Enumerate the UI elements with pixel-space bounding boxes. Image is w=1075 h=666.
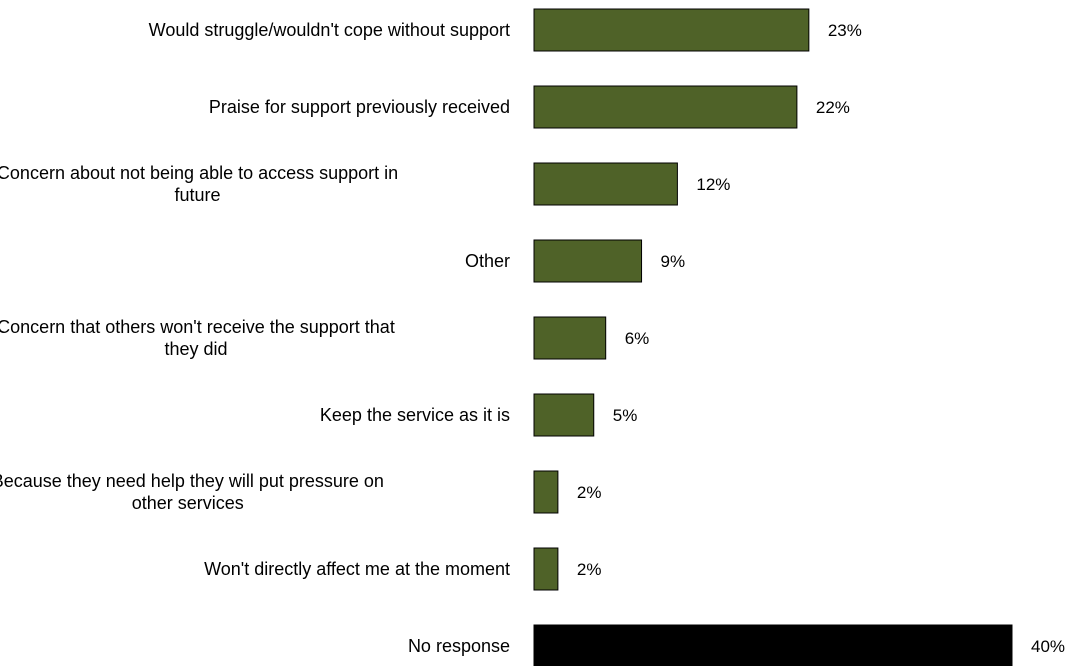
category-label-2: Concern about not being able to access s… [0,163,398,205]
value-label-5: 5% [613,406,638,425]
bar-3 [533,239,643,283]
bar-4 [533,316,607,360]
value-label-3: 9% [661,252,686,271]
category-label-6: Because they need help they will put pre… [0,471,384,513]
value-label-4: 6% [625,329,650,348]
category-label-3: Other [465,251,510,271]
category-label-8: No response [408,636,510,656]
bar-2 [533,162,678,206]
category-label-1: Praise for support previously received [209,97,510,117]
category-label-4: Concern that others won't receive the su… [0,317,395,359]
value-label-2: 12% [696,175,730,194]
value-label-6: 2% [577,483,602,502]
bar-7 [533,547,559,591]
category-label-7: Won't directly affect me at the moment [204,559,510,579]
bar-1 [533,85,798,129]
bar-5 [533,393,595,437]
value-label-8: 40% [1031,637,1065,656]
value-label-0: 23% [828,21,862,40]
category-label-0: Would struggle/wouldn't cope without sup… [149,20,510,40]
bar-0 [533,8,810,52]
category-label-5: Keep the service as it is [320,405,510,425]
value-label-1: 22% [816,98,850,117]
value-label-7: 2% [577,560,602,579]
bar-6 [533,470,559,514]
bar-8 [533,624,1013,666]
